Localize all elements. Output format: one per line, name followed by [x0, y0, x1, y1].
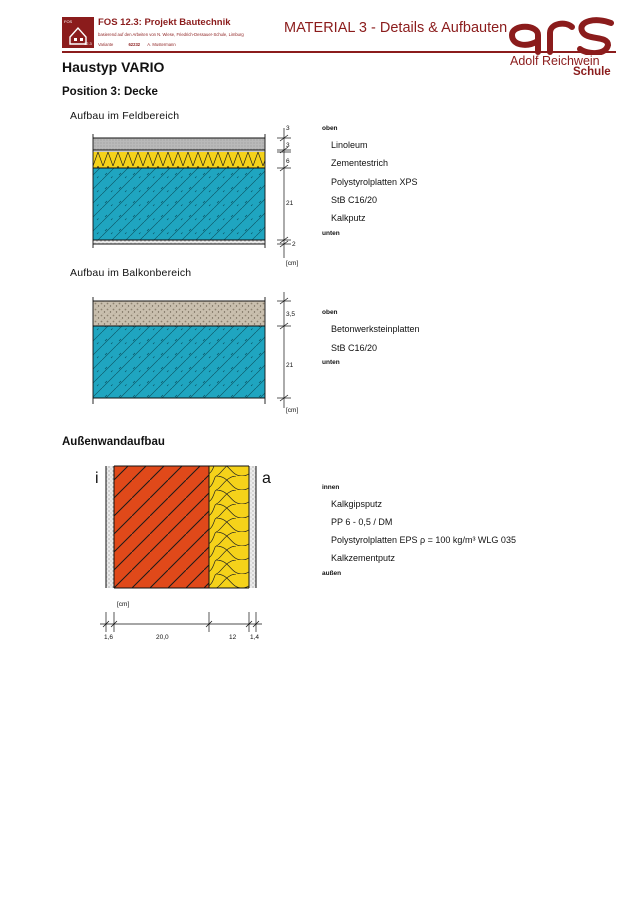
feld-dim-1: 3 [286, 125, 290, 132]
balkon-bottom-label: unten [322, 359, 340, 366]
brand-name: Adolf Reichwein [510, 54, 600, 68]
course-title: FOS 12.3: Projekt Bautechnik [98, 17, 231, 28]
ars-brand-logo [508, 17, 614, 55]
feld-layer-5: Kalkputz [331, 213, 366, 223]
balkon-section-drawing [92, 292, 291, 408]
wall-bottom-label: außen [322, 570, 342, 577]
wall-heading: Außenwandaufbau [62, 436, 165, 448]
wall-unit: [cm] [117, 601, 130, 608]
house-icon [69, 26, 87, 45]
wall-dim-1: 1,6 [104, 634, 114, 641]
wall-top-label: innen [322, 484, 340, 491]
wall-layer-1: Kalkgipsputz [331, 499, 383, 509]
logo-text-top: FOS [64, 19, 73, 24]
layer-xps [93, 152, 265, 168]
balkon-dim-2: 21 [286, 362, 294, 369]
layer-concrete [93, 326, 265, 398]
feld-top-label: oben [322, 125, 338, 132]
layer-outer-plaster [249, 466, 256, 588]
balkon-unit: [cm] [286, 407, 299, 414]
layer-plaster [93, 240, 265, 244]
feld-dim-5: 2 [292, 241, 296, 248]
brand-school: Schule [573, 66, 611, 78]
feld-dim-4: 21 [286, 200, 294, 207]
wall-layer-4: Kalkzementputz [331, 553, 396, 563]
school-logo: FOS 12.3 [62, 17, 94, 48]
feld-dim-2: 3 [286, 142, 290, 149]
course-subtitle: basierend auf den Arbeiten von N. Wiese,… [98, 32, 244, 37]
layer-stone-slabs [93, 301, 265, 326]
variant-value: 62232 [128, 42, 141, 47]
layer-eps [209, 466, 249, 588]
balkon-dim-1: 3,5 [286, 311, 296, 318]
feld-layer-2: Zementestrich [331, 158, 389, 168]
feld-section-drawing [92, 128, 291, 258]
author-name: A. Mustermann [147, 42, 176, 47]
wall-dim-3: 12 [229, 634, 237, 641]
position-heading: Position 3: Decke [62, 86, 158, 98]
balkon-top-label: oben [322, 309, 338, 316]
material-title: MATERIAL 3 - Details & Aufbauten [284, 20, 508, 36]
layer-inner-plaster [106, 466, 114, 588]
layer-concrete [93, 168, 265, 240]
feld-dim-3: 6 [286, 158, 290, 165]
wall-inner-mark: i [95, 470, 99, 487]
wall-section-drawing [100, 465, 262, 632]
layer-linoleum [93, 138, 265, 150]
feld-layer-3: Polystyrolplatten XPS [331, 177, 418, 187]
feld-heading: Aufbau im Feldbereich [70, 110, 180, 122]
balkon-heading: Aufbau im Balkonbereich [70, 267, 192, 279]
variant-line: Variante 62232 A. Mustermann [98, 42, 176, 47]
wall-layer-2: PP 6 - 0,5 / DM [331, 517, 393, 527]
feld-bottom-label: unten [322, 230, 340, 237]
balkon-layer-2: StB C16/20 [331, 343, 378, 353]
page-title: Haustyp VARIO [62, 59, 165, 75]
header-divider [62, 51, 616, 53]
layer-masonry [114, 466, 209, 588]
feld-unit: [cm] [286, 260, 299, 267]
logo-text-bottom: 12.3 [84, 41, 92, 46]
wall-outer-mark: a [262, 470, 271, 487]
feld-layer-1: Linoleum [331, 140, 368, 150]
feld-layer-4: StB C16/20 [331, 195, 378, 205]
variant-label: Variante [98, 42, 114, 47]
wall-layer-3: Polystyrolplatten EPS ρ = 100 kg/m³ WLG … [331, 535, 516, 545]
wall-dim-4: 1,4 [250, 634, 260, 641]
wall-dim-2: 20,0 [156, 634, 169, 641]
balkon-layer-1: Betonwerksteinplatten [331, 324, 420, 334]
